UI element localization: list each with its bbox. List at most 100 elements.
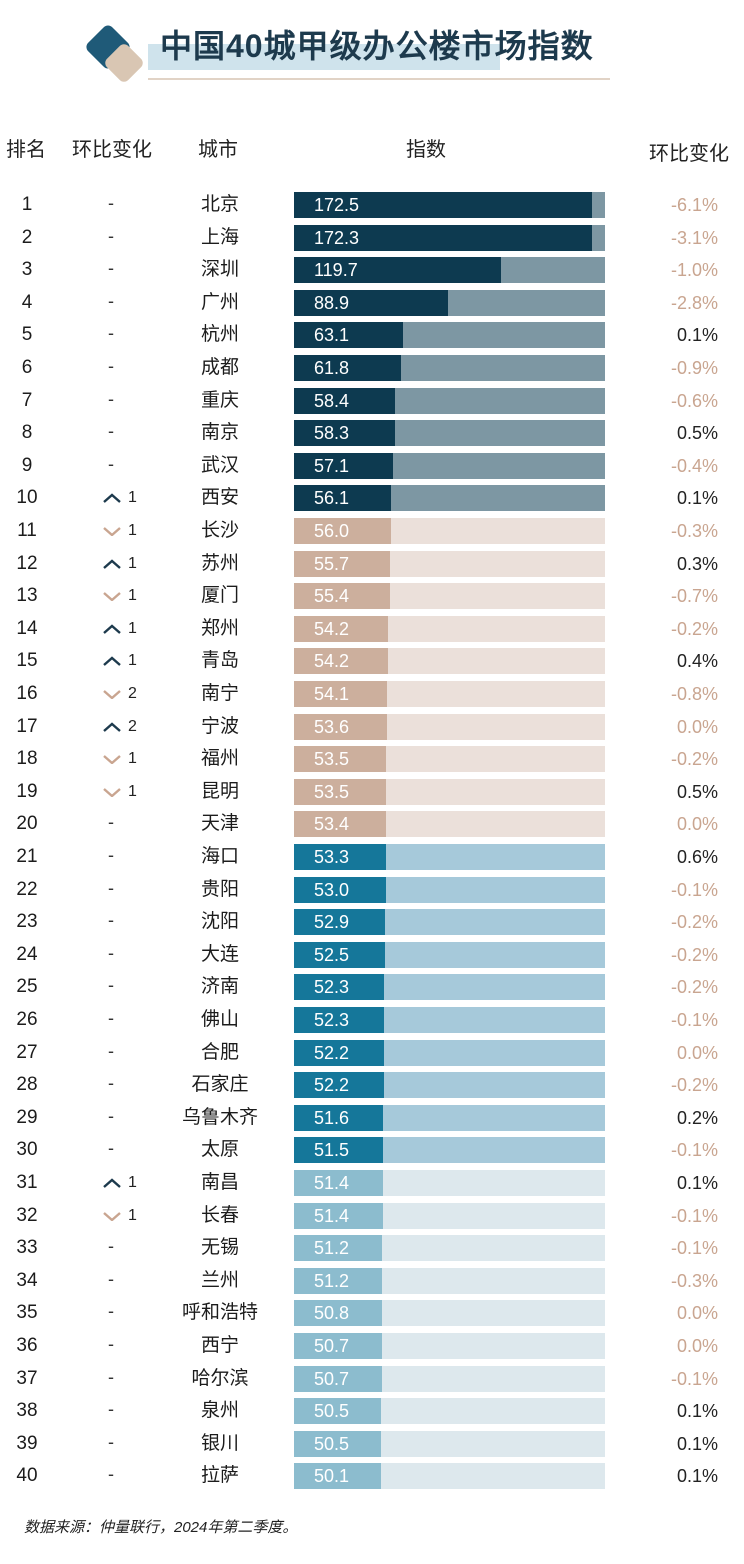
rank-change: - — [96, 191, 146, 219]
city-label: 哈尔滨 — [191, 1367, 249, 1389]
rank-label: 33 — [16, 1237, 38, 1259]
rank-label: 35 — [16, 1302, 38, 1324]
rank-change: - — [96, 810, 146, 838]
mom-change-value: -0.2% — [670, 618, 718, 639]
index-value: 50.5 — [314, 1401, 350, 1422]
mom-change-value: 0.0% — [676, 1303, 718, 1324]
index-bar — [294, 1039, 385, 1066]
mom-change-value: 0.2% — [676, 1107, 718, 1128]
index-bar — [294, 811, 387, 838]
city-label: 郑州 — [200, 617, 239, 639]
city-label: 天津 — [200, 813, 239, 835]
rank-down-icon — [103, 1211, 121, 1221]
rank-label: 22 — [16, 878, 38, 900]
rank-change: - — [96, 973, 146, 1001]
mom-change-value: 0.1% — [676, 1173, 718, 1193]
mom-change-value: 0.0% — [676, 814, 718, 835]
mom-change-value: -3.1% — [670, 227, 718, 248]
index-value: 55.4 — [314, 586, 350, 607]
index-value: 119.7 — [314, 260, 358, 281]
rank-change-none: - — [108, 812, 114, 833]
index-bar — [294, 778, 387, 805]
city-label: 成都 — [200, 357, 239, 378]
city-label: 银川 — [200, 1432, 239, 1454]
rank-change-none: - — [108, 1464, 114, 1485]
table-row: 22 - 贵阳 53.0 -0.1% — [0, 876, 744, 904]
title-divider — [148, 78, 610, 80]
index-bar — [294, 550, 391, 577]
mom-change-value: 0.0% — [676, 716, 718, 737]
index-value: 56.0 — [314, 521, 350, 541]
header-city: 城市 — [198, 139, 238, 161]
rank-change-none: - — [108, 942, 114, 963]
rank-change-none: - — [108, 1105, 114, 1126]
city-label: 重庆 — [200, 389, 239, 411]
table-row: 11 1 长沙 56.0 -0.3% — [0, 517, 744, 545]
mom-change-value: 0.1% — [676, 1401, 718, 1422]
mom-change-value: -0.1% — [670, 1205, 718, 1226]
rank-change-none: - — [108, 877, 114, 898]
rank-label: 21 — [16, 846, 38, 867]
city-label: 南宁 — [200, 683, 239, 704]
rank-change-none: - — [108, 845, 114, 865]
rank-change: 1 — [96, 647, 146, 675]
rank-change: - — [96, 1332, 146, 1360]
rank-change-none: - — [108, 1399, 114, 1420]
table-row: 31 1 南昌 51.4 0.1% — [0, 1169, 744, 1197]
rank-down-icon — [103, 592, 121, 602]
title-highlight — [148, 44, 500, 70]
table-row: 9 - 武汉 57.1 -0.4% — [0, 452, 744, 480]
rank-label: 16 — [16, 683, 38, 704]
rank-change-amount: 1 — [128, 587, 137, 605]
rank-change: 1 — [96, 615, 146, 643]
rank-change: 1 — [96, 484, 146, 512]
rank-label: 13 — [16, 585, 38, 607]
mom-change-value: 0.1% — [676, 1466, 718, 1487]
index-bar — [294, 257, 501, 284]
rank-change-none: - — [108, 910, 114, 931]
city-label: 大连 — [200, 943, 239, 965]
mom-change-value: -0.7% — [670, 586, 718, 607]
rank-up-icon — [103, 721, 121, 732]
rank-label: 4 — [21, 291, 33, 313]
mom-change-value: -1.0% — [670, 260, 718, 281]
index-value: 51.2 — [314, 1270, 350, 1291]
city-label: 深圳 — [200, 259, 239, 281]
index-bar — [294, 224, 592, 251]
table-row: 5 - 杭州 63.1 0.1% — [0, 321, 744, 349]
rank-change: 1 — [96, 778, 146, 806]
table-row: 8 - 南京 58.3 0.5% — [0, 419, 744, 447]
table-row: 17 2 宁波 53.6 0.0% — [0, 713, 744, 741]
rank-label: 28 — [16, 1074, 38, 1096]
rank-change-none: - — [108, 193, 114, 213]
rank-change-none: - — [108, 225, 114, 246]
city-label: 贵阳 — [200, 878, 239, 900]
rank-label: 25 — [16, 976, 38, 998]
index-bar — [294, 387, 395, 414]
rank-change-amount: 1 — [128, 489, 137, 507]
city-label: 太原 — [200, 1139, 239, 1161]
table-row: 4 - 广州 88.9 -2.8% — [0, 289, 744, 317]
table-row: 19 1 昆明 53.5 0.5% — [0, 778, 744, 806]
rank-change-none: - — [108, 453, 114, 474]
rank-change-amount: 1 — [128, 750, 137, 768]
index-bar — [294, 746, 387, 773]
city-label: 乌鲁木齐 — [181, 1106, 258, 1128]
rank-change: - — [96, 224, 146, 252]
city-label: 佛山 — [200, 1009, 239, 1030]
rank-label: 38 — [16, 1400, 38, 1422]
rank-change-none: - — [108, 1236, 114, 1257]
mom-change-value: -0.8% — [670, 684, 718, 704]
rank-up-icon — [103, 656, 121, 667]
rank-down-icon — [103, 755, 121, 765]
rank-label: 26 — [16, 1009, 38, 1030]
table-row: 38 - 泉州 50.5 0.1% — [0, 1397, 744, 1425]
index-bar — [294, 1170, 383, 1196]
table-row: 30 - 太原 51.5 -0.1% — [0, 1136, 744, 1164]
rank-change: - — [96, 419, 146, 447]
mom-change-value: -0.1% — [670, 879, 718, 900]
rank-change: - — [96, 1006, 146, 1034]
mom-change-value: -0.6% — [670, 390, 718, 411]
rank-label: 39 — [16, 1432, 38, 1454]
rank-label: 27 — [16, 1041, 38, 1063]
